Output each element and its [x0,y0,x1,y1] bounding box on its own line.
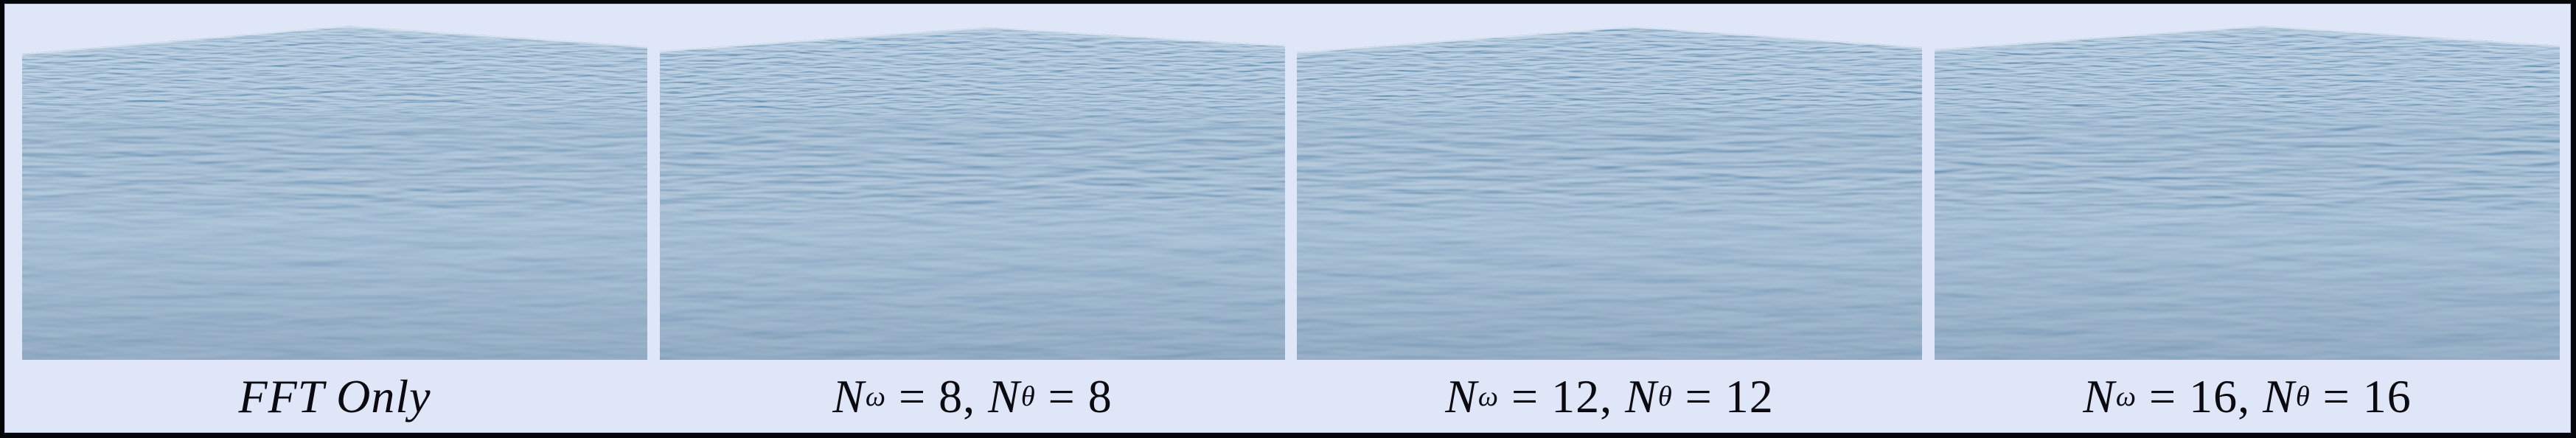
ocean-surface-image [22,26,647,360]
caption-eq-theta: = 16 [2310,370,2412,423]
water-render-panel-nw16-nt16 [1935,21,2560,360]
water-render-panel-nw8-nt8 [660,21,1285,360]
ocean-surface-image [1297,27,1922,360]
caption-var-omega: N [832,370,865,423]
caption-sub-omega: ω [1477,381,1500,412]
caption-eq-theta: = 8 [1035,370,1113,423]
caption-eq-theta: = 12 [1672,370,1774,423]
caption-var-omega: N [1445,370,1477,423]
caption-sub-theta: θ [2295,381,2311,412]
caption-text: FFT Only [238,370,431,423]
water-render-panel-nw12-nt12 [1297,21,1922,360]
caption-eq-omega: = 8, [886,370,989,423]
caption-eq-omega: = 12, [1499,370,1626,423]
caption-var-theta: N [2263,370,2295,423]
caption-eq-omega: = 16, [2137,370,2263,423]
caption-sub-theta: θ [1657,381,1673,412]
ocean-surface-image [660,27,1285,360]
caption-var-theta: N [988,370,1020,423]
caption-var-theta: N [1625,370,1657,423]
caption-var-omega: N [2083,370,2115,423]
caption-sub-omega: ω [2115,381,2137,412]
ocean-surface-image [1935,26,2560,360]
water-render-panel-fft-only [22,21,647,360]
panel-caption-fft-only: FFT Only [22,360,647,434]
caption-sub-theta: θ [1020,381,1036,412]
caption-sub-omega: ω [865,381,887,412]
